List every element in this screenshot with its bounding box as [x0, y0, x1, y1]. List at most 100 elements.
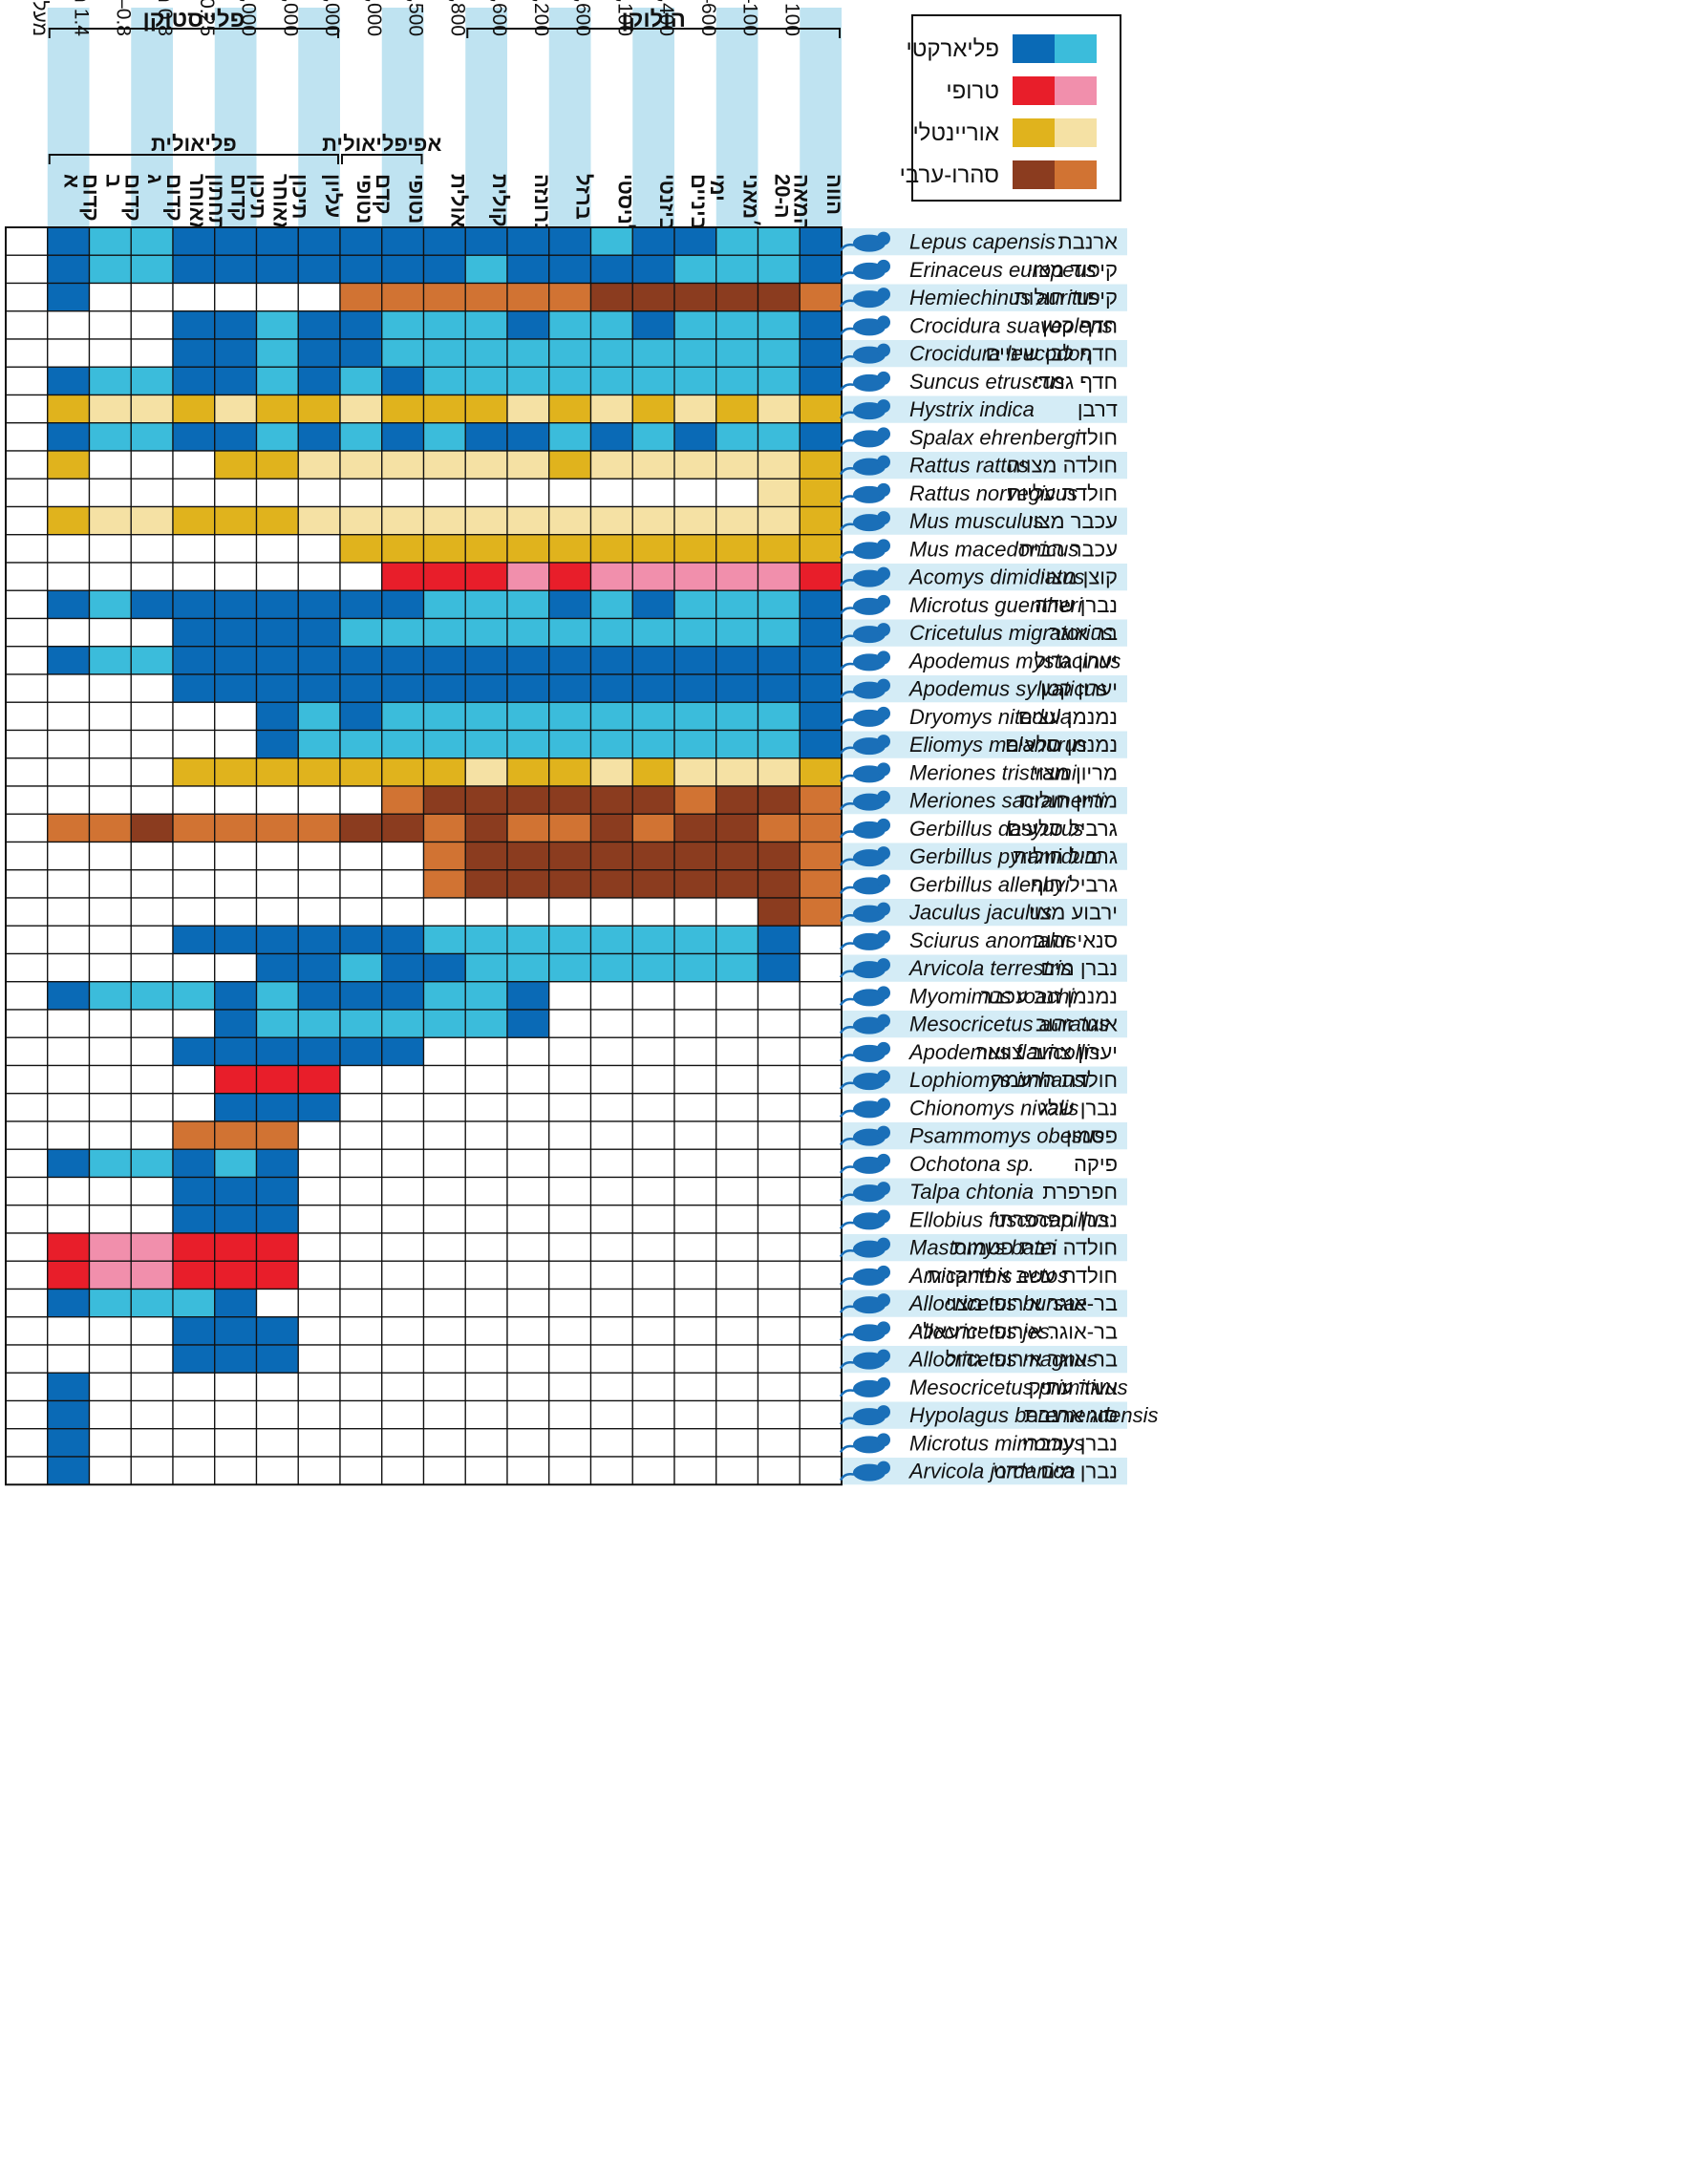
occurrence-cell — [5, 1399, 49, 1430]
occurrence-cell — [255, 869, 299, 899]
legend-swatch-dark — [1013, 160, 1055, 189]
occurrence-cell — [589, 534, 633, 564]
occurrence-cell — [339, 646, 383, 675]
species-scientific-name: Rattus rattus — [909, 454, 1029, 478]
occurrence-cell — [130, 1428, 174, 1458]
occurrence-cell — [130, 841, 174, 871]
occurrence-cell — [214, 729, 258, 759]
occurrence-cell — [339, 673, 383, 703]
occurrence-cell — [339, 1232, 383, 1262]
occurrence-cell — [631, 589, 675, 620]
occurrence-cell — [47, 450, 91, 480]
column-period-label: ימי — [706, 174, 730, 202]
occurrence-cell — [47, 1288, 91, 1318]
occurrence-cell — [214, 897, 258, 927]
occurrence-cell — [757, 226, 801, 256]
occurrence-cell — [255, 1036, 299, 1067]
occurrence-cell — [297, 589, 341, 620]
animal-silhouette-icon — [839, 1070, 890, 1091]
occurrence-cell — [130, 981, 174, 1011]
occurrence-cell — [422, 226, 466, 256]
era-bracket — [466, 28, 841, 38]
occurrence-cell — [631, 1093, 675, 1122]
occurrence-cell — [88, 1232, 132, 1262]
header-band — [381, 8, 424, 227]
species-scientific-name: Arvicanthis ectos — [907, 1264, 1068, 1288]
occurrence-cell — [464, 1428, 508, 1458]
occurrence-cell — [673, 952, 717, 983]
occurrence-cell — [172, 589, 216, 620]
column-period-label: תיכון — [246, 174, 270, 219]
occurrence-cell — [589, 1009, 633, 1038]
occurrence-cell — [631, 1344, 675, 1374]
occurrence-cell — [757, 701, 801, 732]
occurrence-cell — [757, 422, 801, 452]
occurrence-cell — [5, 338, 49, 368]
occurrence-cell — [548, 505, 592, 536]
occurrence-cell — [506, 729, 550, 759]
occurrence-cell — [715, 310, 759, 340]
occurrence-cell — [589, 1372, 633, 1402]
occurrence-cell — [715, 897, 759, 927]
occurrence-cell — [297, 1009, 341, 1038]
occurrence-cell — [297, 366, 341, 396]
occurrence-cell — [47, 869, 91, 899]
occurrence-cell — [172, 1205, 216, 1234]
occurrence-cell — [47, 422, 91, 452]
occurrence-cell — [715, 450, 759, 480]
occurrence-cell — [589, 1036, 633, 1067]
occurrence-cell — [339, 869, 383, 899]
header-band — [465, 8, 507, 227]
occurrence-cell — [506, 1372, 550, 1402]
occurrence-cell — [631, 813, 675, 843]
occurrence-cell — [297, 1260, 341, 1290]
occurrence-cell — [799, 757, 843, 787]
occurrence-cell — [172, 952, 216, 983]
occurrence-cell — [631, 562, 675, 591]
species-scientific-name: Hystrix indica — [909, 397, 1035, 421]
occurrence-cell — [631, 1009, 675, 1038]
occurrence-cell — [381, 841, 425, 871]
occurrence-cell — [715, 646, 759, 675]
occurrence-cell — [172, 1148, 216, 1179]
occurrence-cell — [381, 366, 425, 396]
occurrence-cell — [464, 869, 508, 899]
occurrence-cell — [757, 1093, 801, 1122]
occurrence-cell — [673, 394, 717, 424]
occurrence-cell — [130, 254, 174, 285]
occurrence-cell — [548, 589, 592, 620]
occurrence-cell — [464, 757, 508, 787]
occurrence-cell — [47, 785, 91, 815]
occurrence-cell — [589, 1288, 633, 1318]
occurrence-cell — [47, 1260, 91, 1290]
occurrence-cell — [631, 1120, 675, 1150]
occurrence-cell — [548, 1232, 592, 1262]
occurrence-cell — [506, 422, 550, 452]
animal-silhouette-icon — [839, 288, 890, 309]
occurrence-cell — [799, 562, 843, 591]
occurrence-cell — [297, 505, 341, 536]
occurrence-cell — [381, 1232, 425, 1262]
occurrence-cell — [589, 589, 633, 620]
occurrence-cell — [506, 505, 550, 536]
animal-silhouette-icon — [839, 315, 890, 336]
occurrence-cell — [130, 450, 174, 480]
species-scientific-name: Suncus etruscus — [909, 370, 1065, 394]
occurrence-cell — [47, 673, 91, 703]
occurrence-cell — [381, 1344, 425, 1374]
occurrence-cell — [589, 478, 633, 508]
occurrence-cell — [339, 534, 383, 564]
occurrence-cell — [172, 1372, 216, 1402]
occurrence-cell — [464, 1344, 508, 1374]
occurrence-cell — [673, 729, 717, 759]
occurrence-cell — [422, 422, 466, 452]
occurrence-cell — [631, 1260, 675, 1290]
occurrence-cell — [130, 617, 174, 648]
species-hebrew-name: חדף גמדי — [1034, 370, 1118, 394]
occurrence-cell — [631, 1036, 675, 1067]
occurrence-cell — [548, 282, 592, 312]
occurrence-cell — [172, 1093, 216, 1122]
occurrence-cell — [88, 952, 132, 983]
species-hebrew-name: קוצן מצוי — [1040, 565, 1118, 589]
occurrence-cell — [715, 952, 759, 983]
